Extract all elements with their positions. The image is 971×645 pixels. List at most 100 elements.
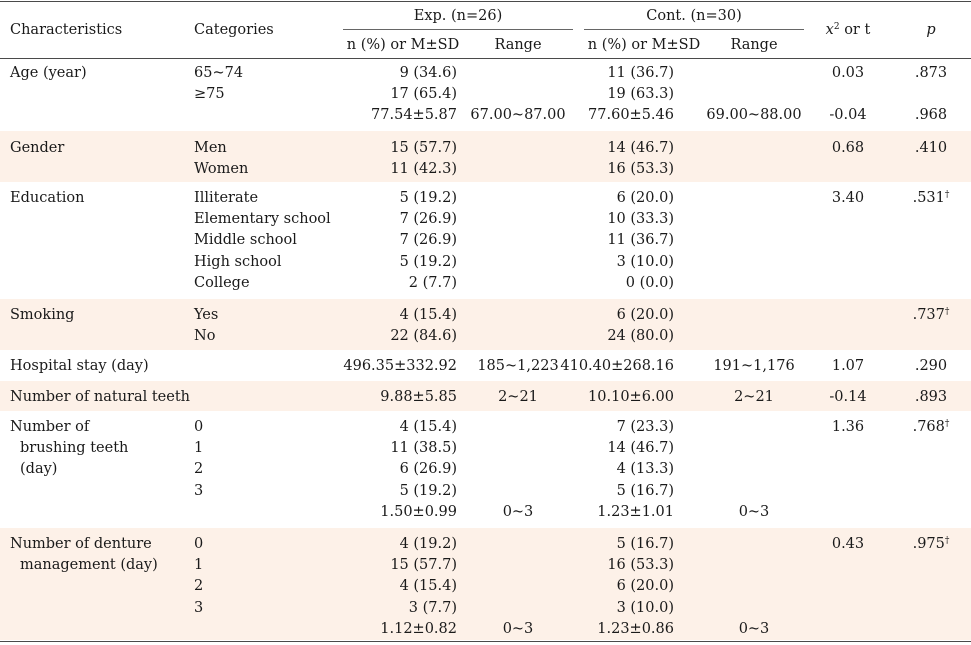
cont-value-cell: 6 (20.0) [616,307,674,323]
dagger-mark: † [944,419,950,429]
exp-value-cell: 1.50±0.99 [380,503,457,520]
category-cell: 1 [194,440,204,457]
row-label: Age (year) [10,65,87,81]
stat-cell: 1.36 [831,419,865,435]
exp-value-cell: 4 (15.4) [399,419,457,435]
cont-value-cell: 1.23±1.01 [597,503,674,520]
row-label: management (day) [20,557,158,574]
exp-range-cell: 2~21 [498,389,538,405]
exp-range-cell: 67.00~87.00 [470,107,566,124]
cont-value-cell: 6 (20.0) [616,578,674,595]
row-label: Hospital stay (day) [10,358,149,374]
exp-value-cell: 5 (19.2) [399,190,457,206]
row-label: (day) [20,461,58,478]
cont-value-cell: 5 (16.7) [616,482,674,499]
cont-value-cell: 0 (0.0) [625,274,674,291]
header-exp-n-pct: n (%) or M±SD [346,37,460,53]
category-cell: 2 [194,578,204,595]
cont-value-cell: 6 (20.0) [616,190,674,206]
cont-value-cell: 16 (53.3) [607,161,674,178]
exp-value-cell: 496.35±332.92 [343,358,457,374]
exp-value-cell: 1.12±0.82 [380,620,457,637]
top-rule [0,1,971,2]
exp-value-cell: 9.88±5.85 [380,389,457,405]
row-label: Gender [10,140,65,156]
cont-range-cell: 2~21 [734,389,774,405]
category-cell: 65~74 [194,65,244,81]
p-value-cell: .410 [914,140,948,156]
bottom-rule [0,641,971,642]
category-cell: High school [194,253,282,270]
cont-value-cell: 1.23±0.86 [597,620,674,637]
cont-value-cell: 11 (36.7) [607,65,674,81]
header-categories: Categories [194,22,274,38]
category-cell: 1 [194,557,204,574]
header-stat-symbol: x [825,22,834,38]
cont-value-cell: 3 (10.0) [616,599,674,616]
cont-range-cell: 0~3 [738,620,770,637]
stat-cell: 1.07 [831,358,865,374]
row-label: Smoking [10,307,75,323]
cont-value-cell: 77.60±5.46 [588,107,674,124]
exp-value-cell: 4 (19.2) [399,536,457,552]
header-cont-range: Range [730,37,778,53]
cont-value-cell: 10 (33.3) [607,211,674,228]
header-exp-group: Exp. (n=26) [413,8,503,24]
exp-value-cell: 22 (84.6) [390,328,457,345]
exp-group-rule [343,29,573,30]
cont-value-cell: 11 (36.7) [607,232,674,249]
exp-value-cell: 5 (19.2) [399,482,457,499]
row-label: Number of natural teeth [10,389,191,405]
category-cell: 0 [194,536,204,552]
exp-value-cell: 9 (34.6) [399,65,457,81]
row-band-smoking [0,299,971,350]
dagger-mark: † [944,536,950,546]
row-band-natural-teeth [0,381,971,411]
exp-value-cell: 4 (15.4) [399,578,457,595]
cont-value-cell: 7 (23.3) [616,419,674,435]
exp-range-cell: 185~1,223 [477,358,559,374]
cont-range-cell: 191~1,176 [713,358,795,374]
category-cell: Women [194,161,249,178]
cont-value-cell: 16 (53.3) [607,557,674,574]
exp-value-cell: 7 (26.9) [399,232,457,249]
exp-value-cell: 15 (57.7) [390,557,457,574]
category-cell: 3 [194,482,204,499]
row-band-gender [0,131,971,182]
exp-value-cell: 15 (57.7) [390,140,457,156]
p-value-cell: .737† [912,307,950,323]
category-cell: 2 [194,461,204,478]
category-cell: Yes [194,307,219,323]
exp-range-cell: 0~3 [502,620,534,637]
dagger-mark: † [944,190,950,200]
exp-value-cell: 5 (19.2) [399,253,457,270]
category-cell: Elementary school [194,211,331,228]
cont-value-cell: 14 (46.7) [607,440,674,457]
category-cell: No [194,328,216,345]
cont-value-cell: 5 (16.7) [616,536,674,552]
exp-value-cell: 11 (42.3) [390,161,457,178]
stat-cell: 0.68 [831,140,865,156]
row-label: Number of [10,419,90,435]
stat-cell: 3.40 [831,190,865,206]
exp-value-cell: 6 (26.9) [399,461,457,478]
row-label: Education [10,190,85,206]
exp-range-cell: 0~3 [502,503,534,520]
cont-range-cell: 0~3 [738,503,770,520]
row-label: Number of denture [10,536,152,552]
cont-value-cell: 19 (63.3) [607,86,674,103]
category-cell: Illiterate [194,190,259,206]
cont-value-cell: 24 (80.0) [607,328,674,345]
category-cell: 0 [194,419,204,435]
header-stat: x2 or t [808,21,888,39]
category-cell: 3 [194,599,204,616]
p-value-cell: .968 [914,107,948,124]
stat-cell: 0.43 [831,536,865,552]
cont-group-rule [584,29,804,30]
cont-range-cell: 69.00~88.00 [706,107,802,124]
cont-value-cell: 3 (10.0) [616,253,674,270]
cont-value-cell: 410.40±268.16 [560,358,674,374]
header-exp-range: Range [494,37,542,53]
category-cell: College [194,274,250,291]
